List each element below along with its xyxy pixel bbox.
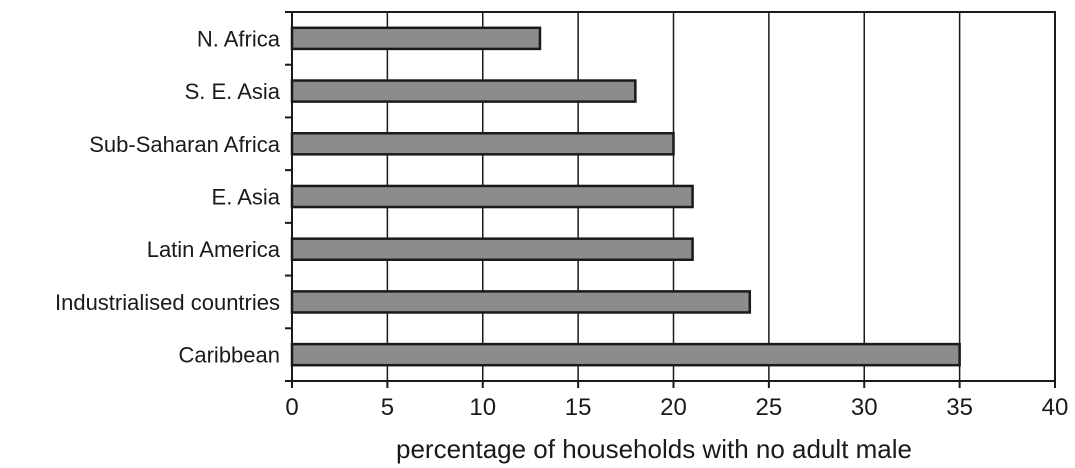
category-labels: N. Africa S. E. Asia Sub-Saharan Africa E. … — [55, 26, 281, 367]
bar — [290, 342, 961, 367]
x-tick-label: 25 — [756, 394, 783, 421]
category-label: S. E. Asia — [185, 79, 281, 104]
x-tick-label: 5 — [381, 394, 394, 421]
x-tick-label: 15 — [565, 394, 592, 421]
x-tick-label: 20 — [660, 394, 687, 421]
y-axis-ticks — [285, 11, 292, 382]
category-label: Sub-Saharan Africa — [89, 132, 281, 157]
bar — [290, 237, 694, 262]
x-tick-label: 0 — [285, 394, 298, 421]
category-label: Latin America — [147, 237, 281, 262]
x-tick-label: 40 — [1042, 394, 1069, 421]
x-tick-label: 30 — [851, 394, 878, 421]
bar — [290, 290, 752, 314]
category-label: E. Asia — [212, 185, 281, 210]
bar — [290, 26, 542, 51]
category-label: N. Africa — [197, 26, 281, 51]
x-tick-labels: 0 5 10 15 20 25 30 35 40 — [285, 394, 1068, 421]
x-tick-label: 10 — [469, 394, 496, 421]
x-axis-title: percentage of households with no adult m… — [396, 434, 912, 464]
bar — [290, 184, 694, 209]
bar — [290, 131, 675, 156]
x-axis-ticks — [291, 381, 1056, 388]
bar — [290, 79, 637, 103]
category-label: Industrialised countries — [55, 290, 280, 315]
category-label: Caribbean — [178, 343, 280, 368]
bars — [290, 26, 961, 367]
x-tick-label: 35 — [946, 394, 973, 421]
